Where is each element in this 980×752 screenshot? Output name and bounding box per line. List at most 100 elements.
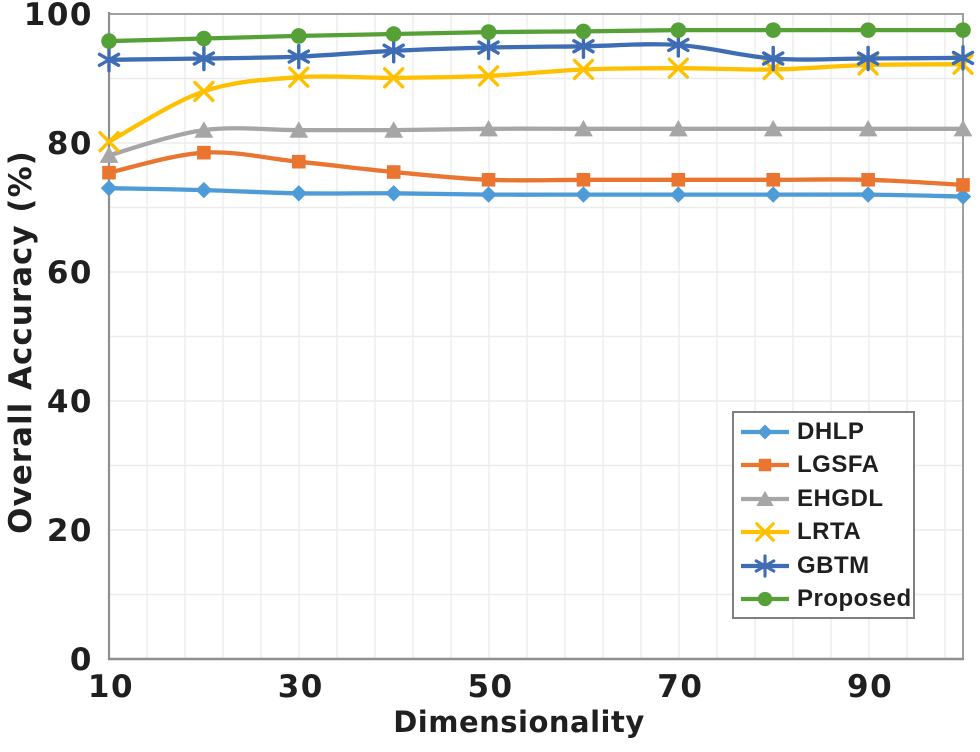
circle-marker xyxy=(101,33,117,49)
legend-label: LRTA xyxy=(797,518,862,546)
triangle-marker xyxy=(668,120,688,137)
square-marker xyxy=(481,172,496,187)
legend-label: Proposed xyxy=(797,585,912,613)
asterisk-marker xyxy=(287,49,311,64)
series-line-ehgdl xyxy=(106,126,966,158)
series-line-lrta xyxy=(106,62,966,144)
series-markers-gbtm xyxy=(97,32,975,73)
asterisk-marker xyxy=(192,51,216,66)
legend-label: DHLP xyxy=(797,417,865,445)
legend-label: GBTM xyxy=(797,551,870,579)
series-markers-dhlp xyxy=(100,179,972,205)
series-markers-lgsfa xyxy=(102,145,970,192)
triangle-marker xyxy=(953,120,973,137)
x-tick-label: 50 xyxy=(467,669,513,705)
x-marker xyxy=(667,57,690,79)
diamond-marker xyxy=(480,186,497,203)
legend-marker-lgsfa xyxy=(741,458,789,472)
triangle-marker xyxy=(289,121,309,138)
diamond-marker xyxy=(385,185,402,202)
square-marker xyxy=(956,178,970,192)
x-marker xyxy=(193,80,215,103)
series-line-dhlp xyxy=(106,186,966,199)
diamond-marker xyxy=(575,186,592,203)
asterisk-marker xyxy=(477,40,500,55)
circle-marker xyxy=(575,23,592,40)
diamond-marker xyxy=(859,186,877,203)
triangle-marker xyxy=(858,120,878,137)
x-marker xyxy=(382,67,405,89)
diamond-marker xyxy=(757,424,773,440)
diamond-marker xyxy=(670,186,687,203)
square-marker xyxy=(576,172,591,187)
legend-marker-lrta xyxy=(741,522,789,543)
triangle-marker xyxy=(763,120,783,137)
legend: DHLP LGSFA EHGDL LRTA GBTM Proposed xyxy=(732,411,915,619)
diamond-marker xyxy=(195,181,213,199)
square-marker xyxy=(861,172,875,187)
triangle-marker xyxy=(574,120,593,137)
legend-item-ehgdl: EHGDL xyxy=(734,482,913,516)
legend-item-gbtm: GBTM xyxy=(734,549,913,583)
asterisk-marker xyxy=(667,37,690,53)
x-marker xyxy=(755,522,775,543)
circle-marker xyxy=(196,30,212,47)
triangle-marker xyxy=(194,121,214,138)
x-marker xyxy=(98,131,120,153)
x-tick-label: 10 xyxy=(88,669,134,705)
legend-item-lrta: LRTA xyxy=(734,516,913,550)
diamond-marker xyxy=(100,179,118,197)
series-line-gbtm xyxy=(106,42,966,62)
triangle-marker xyxy=(756,490,774,506)
y-tick-label: 100 xyxy=(24,0,93,33)
series-markers-proposed xyxy=(101,22,971,49)
circle-marker xyxy=(757,592,773,607)
asterisk-marker xyxy=(97,52,121,67)
series-line-proposed xyxy=(106,27,966,44)
asterisk-marker xyxy=(856,51,880,66)
circle-marker xyxy=(480,24,497,40)
triangle-marker xyxy=(479,120,498,137)
circle-marker xyxy=(765,22,782,38)
series-line-lgsfa xyxy=(106,150,966,188)
legend-marker-ehgdl xyxy=(741,490,789,506)
square-marker xyxy=(102,165,116,180)
square-marker xyxy=(386,165,401,179)
circle-marker xyxy=(385,26,402,42)
legend-item-dhlp: DHLP xyxy=(734,415,913,449)
y-tick-label: 60 xyxy=(47,255,93,291)
square-marker xyxy=(766,172,781,187)
x-marker xyxy=(288,66,310,88)
legend-marker-proposed xyxy=(741,592,789,607)
square-marker xyxy=(291,154,306,169)
square-marker xyxy=(758,458,772,472)
asterisk-marker xyxy=(572,39,595,54)
asterisk-marker xyxy=(382,43,405,58)
y-tick-label: 80 xyxy=(47,126,93,162)
series-markers-lrta xyxy=(98,53,974,153)
triangle-marker xyxy=(99,146,119,163)
diamond-marker xyxy=(290,185,307,202)
legend-item-proposed: Proposed xyxy=(734,583,913,617)
y-tick-label: 20 xyxy=(47,513,93,549)
legend-label: EHGDL xyxy=(797,484,884,512)
x-tick-label: 30 xyxy=(278,669,324,705)
legend-item-lgsfa: LGSFA xyxy=(734,449,913,483)
x-marker xyxy=(477,65,500,87)
y-tick-label: 40 xyxy=(47,384,93,420)
diamond-marker xyxy=(765,186,782,203)
legend-label: LGSFA xyxy=(797,451,880,479)
x-tick-label: 70 xyxy=(657,669,703,705)
circle-marker xyxy=(860,22,876,38)
asterisk-marker xyxy=(754,559,776,573)
square-marker xyxy=(671,172,686,187)
x-axis-title: Dimensionality xyxy=(393,705,645,739)
asterisk-marker xyxy=(951,50,975,66)
circle-marker xyxy=(290,28,307,44)
y-axis-title: Overall Accuracy (%) xyxy=(3,150,39,534)
y-tick-label: 0 xyxy=(70,642,93,678)
triangle-marker xyxy=(384,121,404,138)
series-markers-ehgdl xyxy=(99,120,973,163)
circle-marker xyxy=(955,22,971,38)
